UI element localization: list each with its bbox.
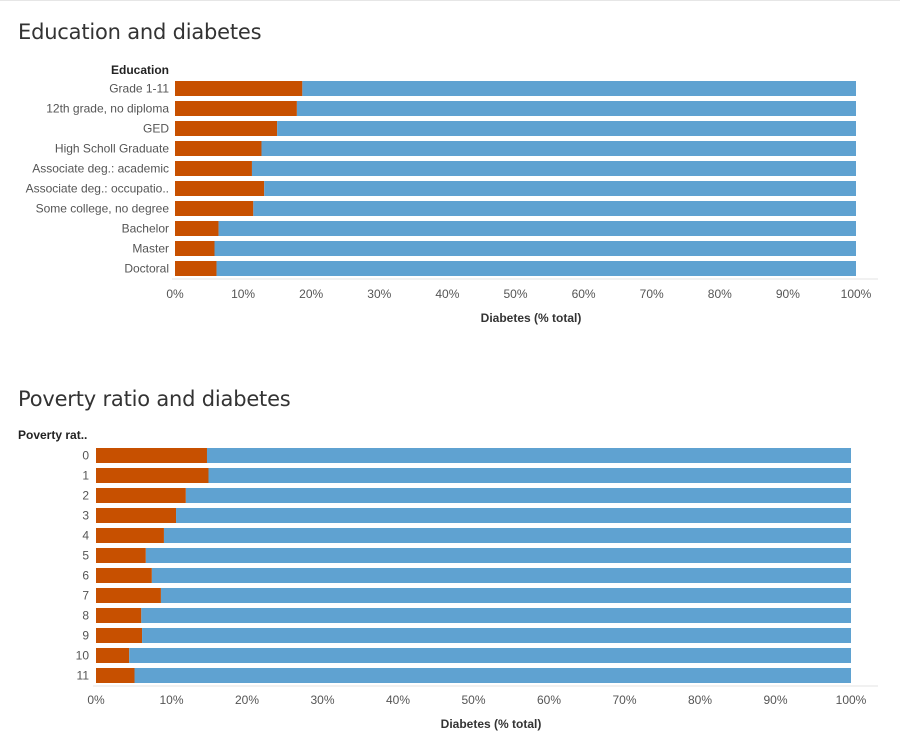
category-label: Associate deg.: occupatio.. — [26, 182, 169, 196]
bar-segment-diabetes-no — [216, 261, 856, 276]
x-tick-label: 20% — [235, 693, 259, 707]
x-tick-label: 90% — [776, 287, 800, 301]
bar-segment-diabetes-no — [145, 548, 851, 563]
bar-segment-diabetes-yes — [175, 81, 303, 96]
bar-segment-diabetes-no — [129, 648, 852, 663]
education-chart-title: Education and diabetes — [18, 20, 262, 44]
bar-segment-diabetes-no — [160, 588, 851, 603]
bar-segment-diabetes-no — [218, 221, 857, 236]
x-tick-label: 0% — [87, 693, 105, 707]
x-tick-label: 50% — [461, 693, 485, 707]
poverty-chart-panel: Poverty ratio and diabetes Poverty rat..… — [0, 365, 900, 753]
category-label: 0 — [82, 449, 89, 463]
bar-segment-diabetes-yes — [96, 448, 207, 463]
category-label: Master — [132, 242, 169, 256]
bar-segment-diabetes-yes — [175, 121, 278, 136]
bar-segment-diabetes-no — [261, 141, 856, 156]
bar-segment-diabetes-no — [151, 568, 851, 583]
bar-segment-diabetes-no — [302, 81, 856, 96]
category-label: High Scholl Graduate — [55, 142, 169, 156]
category-label: Bachelor — [122, 222, 169, 236]
education-chart: Education Grade 1-11 12th grade, no diplom… — [26, 63, 878, 325]
bar-segment-diabetes-no — [277, 121, 856, 136]
x-tick-label: 40% — [386, 693, 410, 707]
x-tick-label: 60% — [572, 287, 596, 301]
category-label: GED — [143, 122, 169, 136]
bar-segment-diabetes-yes — [175, 241, 215, 256]
category-label: Doctoral — [124, 262, 169, 276]
category-label: Some college, no degree — [36, 202, 170, 216]
bar-segment-diabetes-no — [251, 161, 856, 176]
x-tick-label: 80% — [688, 693, 712, 707]
bar-segment-diabetes-yes — [96, 468, 209, 483]
bar-segment-diabetes-no — [296, 101, 856, 116]
category-label: 10 — [76, 649, 90, 663]
bar-segment-diabetes-yes — [96, 508, 177, 523]
category-label: 11 — [77, 669, 90, 683]
bar-segment-diabetes-yes — [96, 628, 143, 643]
poverty-chart: Poverty rat.. 0 1 2 3 4 5 6 7 8 9 10 11 0% 10% 20% 30% 40… — [18, 428, 878, 731]
row-header-label: Education — [111, 63, 169, 77]
bar-segment-diabetes-no — [214, 241, 857, 256]
category-label: 3 — [82, 509, 89, 523]
x-axis-title: Diabetes (% total) — [481, 311, 582, 325]
x-axis-title: Diabetes (% total) — [441, 717, 542, 731]
bar-segment-diabetes-no — [206, 448, 852, 463]
x-tick-label: 90% — [763, 693, 787, 707]
row-header-label: Poverty rat.. — [18, 428, 87, 442]
bar-segment-diabetes-no — [253, 201, 856, 216]
bar-segment-diabetes-no — [163, 528, 851, 543]
bar-segment-diabetes-yes — [175, 201, 254, 216]
bar-segment-diabetes-no — [176, 508, 851, 523]
category-label: 7 — [82, 589, 89, 603]
x-tick-label: 20% — [299, 287, 323, 301]
bar-segment-diabetes-no — [185, 488, 852, 503]
x-tick-label: 50% — [503, 287, 527, 301]
x-tick-label: 80% — [708, 287, 732, 301]
bar-segment-diabetes-yes — [96, 648, 130, 663]
x-tick-label: 0% — [166, 287, 184, 301]
bar-segment-diabetes-yes — [96, 568, 152, 583]
bar-segment-diabetes-yes — [96, 588, 161, 603]
bar-segment-diabetes-yes — [175, 141, 262, 156]
bar-segment-diabetes-yes — [96, 548, 146, 563]
category-label: Grade 1-11 — [109, 82, 169, 96]
x-tick-label: 100% — [836, 693, 867, 707]
bar-segment-diabetes-yes — [96, 608, 142, 623]
x-tick-label: 70% — [612, 693, 636, 707]
x-tick-label: 100% — [841, 287, 872, 301]
category-label: 9 — [82, 629, 89, 643]
bar-segment-diabetes-no — [141, 608, 852, 623]
x-tick-label: 30% — [310, 693, 334, 707]
poverty-chart-title: Poverty ratio and diabetes — [18, 387, 291, 411]
x-tick-label: 10% — [159, 693, 183, 707]
category-label: 2 — [82, 489, 89, 503]
bar-segment-diabetes-yes — [175, 101, 297, 116]
bar-segment-diabetes-no — [208, 468, 851, 483]
category-label: 1 — [82, 469, 89, 483]
category-label: 8 — [82, 609, 89, 623]
bar-segment-diabetes-yes — [175, 161, 252, 176]
category-label: 12th grade, no diploma — [46, 102, 169, 116]
x-tick-label: 60% — [537, 693, 561, 707]
x-tick-label: 30% — [367, 287, 391, 301]
x-tick-label: 10% — [231, 287, 255, 301]
bar-segment-diabetes-no — [264, 181, 856, 196]
bar-segment-diabetes-yes — [175, 261, 217, 276]
category-label: 6 — [82, 569, 89, 583]
bar-segment-diabetes-no — [142, 628, 851, 643]
bar-segment-diabetes-yes — [175, 181, 265, 196]
education-chart-panel: Education and diabetes Education Grade 1-… — [0, 0, 900, 350]
x-tick-label: 70% — [640, 287, 664, 301]
bar-segment-diabetes-yes — [96, 528, 164, 543]
category-label: 4 — [82, 529, 89, 543]
top-divider — [0, 0, 900, 1]
bar-segment-diabetes-yes — [175, 221, 219, 236]
bar-segment-diabetes-no — [134, 668, 851, 683]
bar-segment-diabetes-yes — [96, 668, 135, 683]
bar-segment-diabetes-yes — [96, 488, 186, 503]
category-label: 5 — [82, 549, 89, 563]
x-tick-label: 40% — [435, 287, 459, 301]
category-label: Associate deg.: academic — [32, 162, 169, 176]
